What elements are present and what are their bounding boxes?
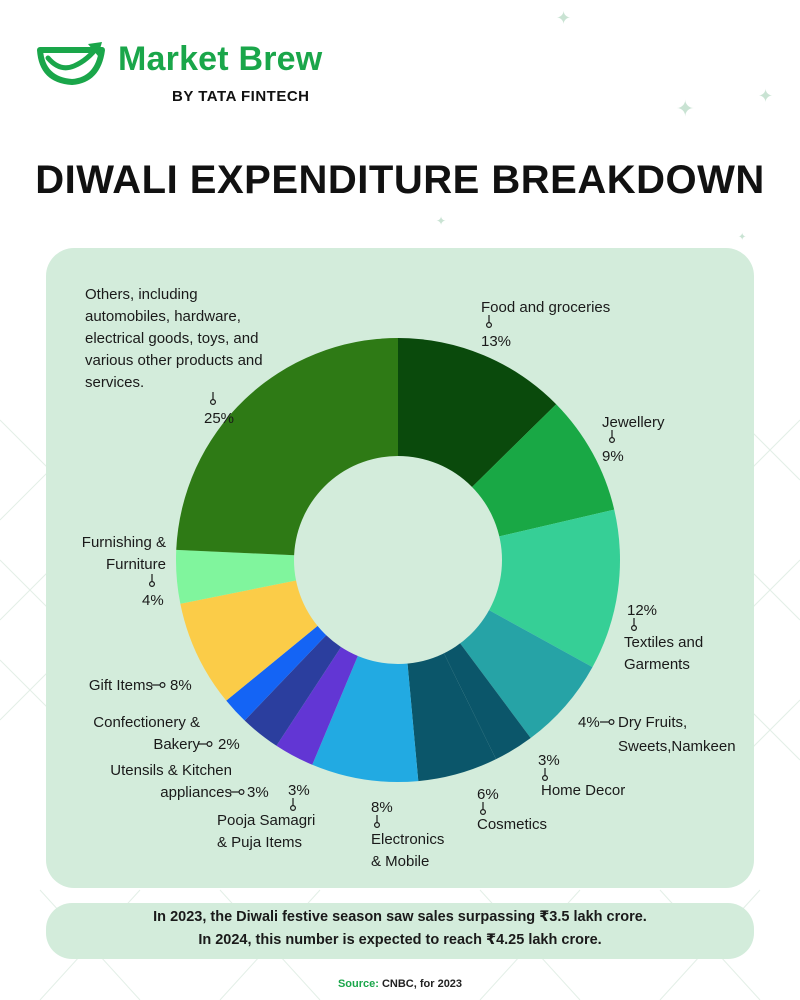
footer-line-1: In 2023, the Diwali festive season saw s… [153,909,647,925]
cup-arrow-icon [37,42,105,85]
slice-label: Furnishing & Furniture [82,534,166,573]
label-leader-dot [480,808,487,815]
chart-labels: Food and groceries 13% Jewellery 9% Textiles… [82,286,736,870]
sparkle-icon: ✦ [436,214,447,228]
slice-label: Home Decor [541,782,625,799]
source-note: Source: CNBC, for 2023 [0,978,800,990]
label-leader-dot [541,774,548,781]
slice-value: 13% [481,333,511,350]
label-leader-dot [159,681,166,688]
donut-hole [294,456,502,664]
label-leader-dot [206,740,213,747]
slice-label: Gift Items [89,677,153,694]
slice-label: Food and groceries [481,299,610,316]
slice-label: Utensils & Kitchen appliances [110,762,232,801]
slice-value: 3% [288,782,310,799]
slice-label: Cosmetics [477,816,547,833]
slice-value: 3% [538,752,560,769]
slice-label: Electronics & Mobile [371,831,444,870]
label-leader-dot [210,399,217,406]
slice-label: Jewellery [602,414,665,431]
source-label: Source: [337,978,379,990]
brand-name: Market Brew [118,40,323,78]
slice-value: 4% [142,592,164,609]
slice-value: 4% [578,714,600,731]
brand-sub-prefix: BY [172,88,194,105]
slice-value: 12% [627,602,657,619]
label-leader-dot [486,322,493,329]
slice-label: Others, including automobiles, hardware, e… [85,286,263,391]
label-leader-dot [374,821,381,828]
brand-sub-company: TATA FINTECH [198,88,310,105]
slice-value: 9% [602,448,624,465]
label-leader-dot [630,624,637,631]
footer-line-2: In 2024, this number is expected to reac… [198,932,602,948]
slice-label: Pooja Samagri & Puja Items [217,812,315,851]
sparkle-icon: ✦ [758,86,774,106]
slice-label: Dry Fruits, Sweets,Namkeen [618,714,736,755]
slice-value: 25% [204,410,234,427]
footer-note: In 2023, the Diwali festive season saw s… [46,903,754,959]
sparkle-icon: ✦ [556,8,572,28]
brand-logo: Market Brew BY TATA FINTECH [36,36,336,106]
label-leader-dot [290,804,297,811]
label-leader-dot [149,580,156,587]
slice-value: 8% [170,677,192,694]
brand-subtitle: BY TATA FINTECH [172,88,310,105]
slice-label: Confectionery & Bakery [93,714,200,753]
sparkle-icon: ✦ [676,96,695,121]
slice-value: 8% [371,799,393,816]
label-leader-dot [608,718,615,725]
label-leader-dot [238,788,245,795]
source-value: CNBC, for 2023 [381,978,463,990]
slice-label: Textiles and Garments [624,634,703,673]
slice-value: 2% [218,736,240,753]
slice-value: 6% [477,786,499,803]
slice-value: 3% [247,784,269,801]
page-title: DIWALI EXPENDITURE BREAKDOWN [35,158,765,202]
sparkle-icon: ✦ [738,232,747,243]
label-leader-dot [608,437,615,444]
